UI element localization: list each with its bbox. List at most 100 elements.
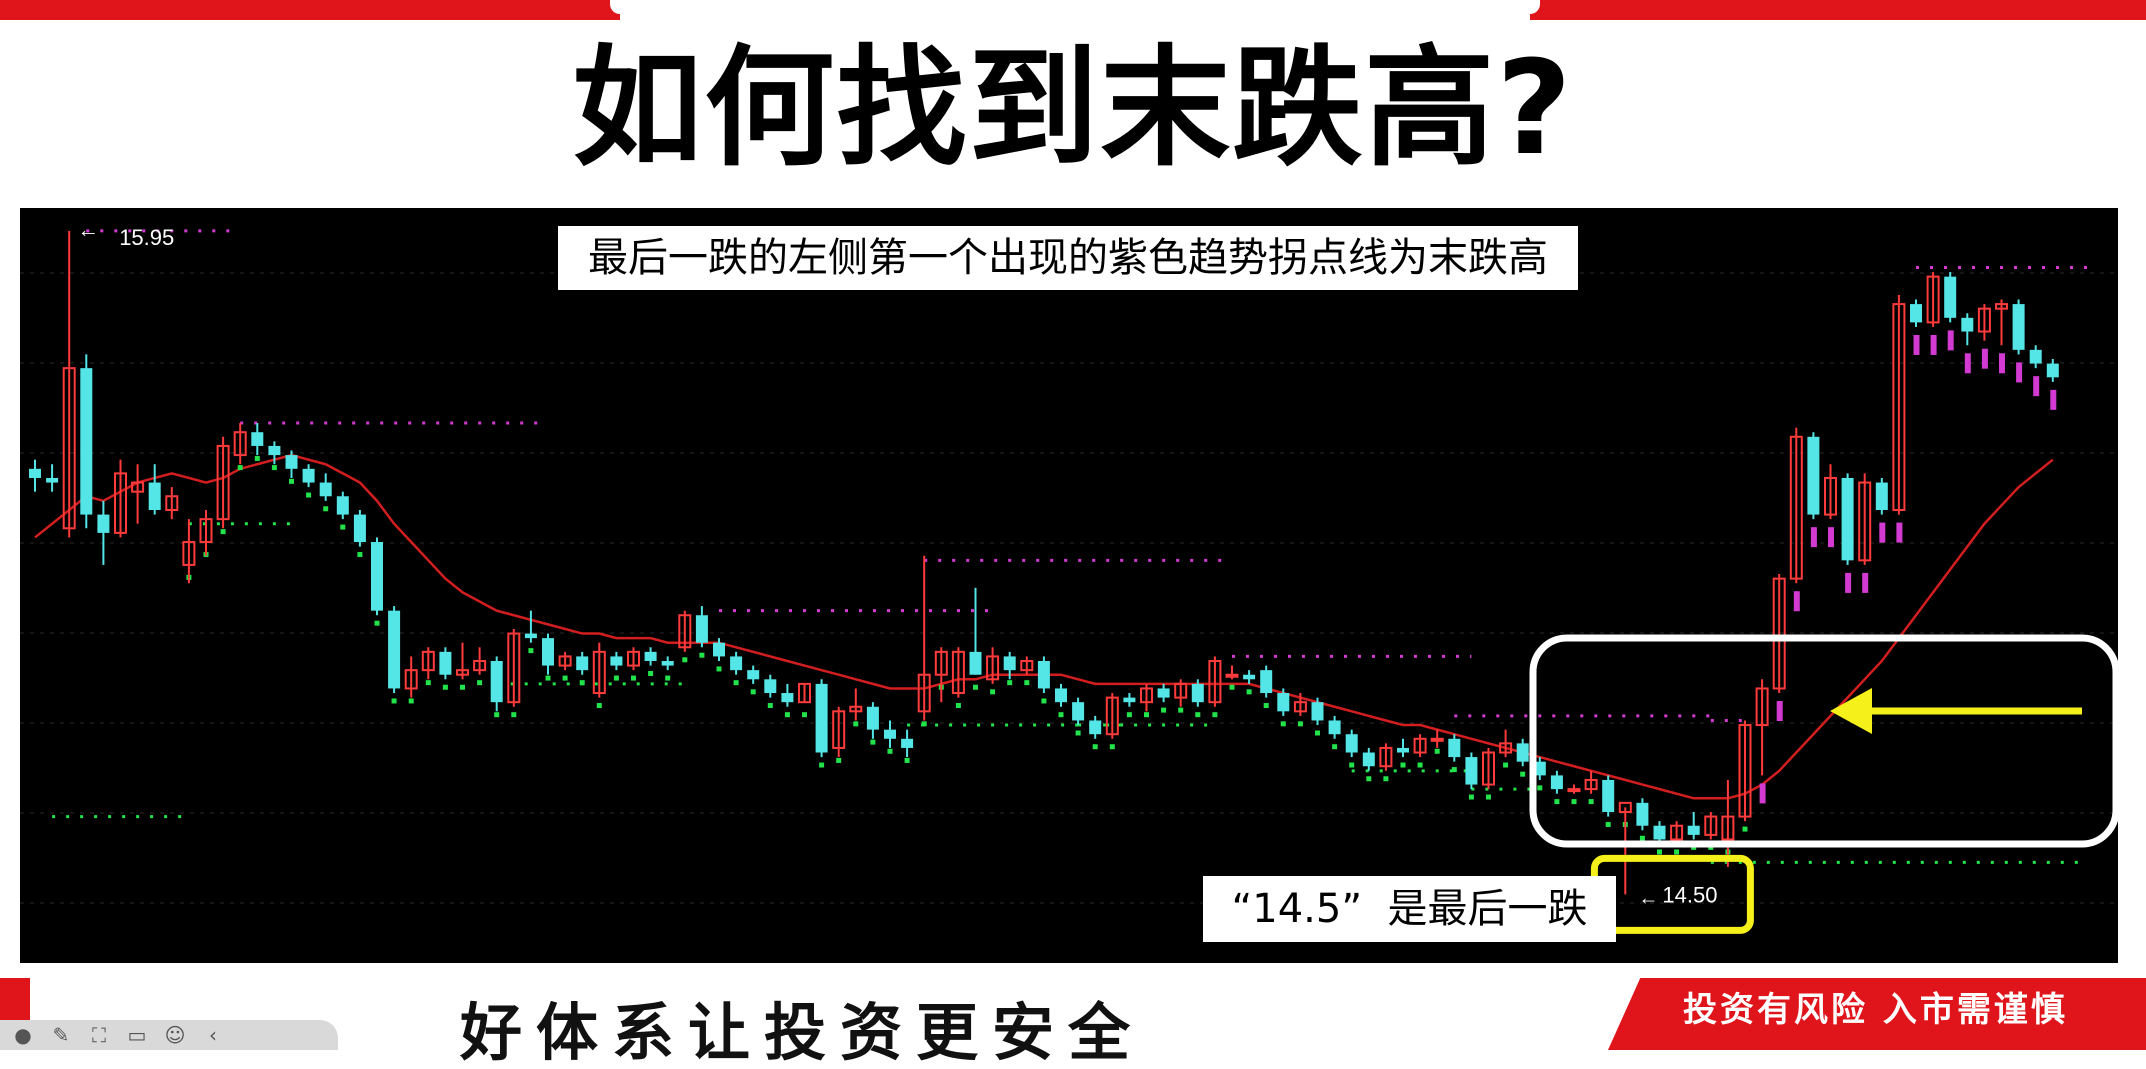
candle-body-up (1482, 751, 1495, 786)
trend-dot (1315, 730, 1320, 736)
candle-body-down (1533, 761, 1546, 776)
play-icon[interactable]: ● (14, 1023, 32, 1047)
trend-dot (1468, 794, 1474, 800)
trend-dot (374, 620, 380, 626)
trend-dot (1947, 330, 1954, 351)
candle-body-down (1089, 720, 1102, 735)
trend-dot (562, 675, 568, 681)
candle-body-down (1875, 482, 1888, 510)
trend-dot (2050, 389, 2057, 410)
price-high-arrow: ← (77, 217, 99, 242)
trend-dot (648, 671, 654, 676)
trend-dot (631, 675, 636, 681)
candle-body-down (439, 651, 452, 675)
candle-body-down (1260, 670, 1273, 694)
candle-body-down (1157, 688, 1170, 698)
candle-body-up (1721, 815, 1735, 841)
trend-dot (699, 652, 705, 658)
candle-body-up (1293, 701, 1307, 713)
candle-body-down (46, 477, 59, 483)
candle-body-up (951, 650, 965, 695)
trend-dot (1742, 826, 1748, 832)
trend-dot (289, 478, 294, 484)
trend-dot (1759, 783, 1766, 804)
trend-dot (1417, 762, 1423, 768)
candle-body-down (764, 679, 777, 694)
candle-body-up (507, 632, 521, 704)
trend-dot (579, 680, 585, 686)
video-player-controls: ● ✎ ⛶ ▭ ☺ ‹ (0, 1020, 338, 1050)
candle-body-down (730, 656, 743, 671)
candle-body-up (627, 650, 640, 667)
candle-body-down (251, 432, 264, 446)
candle-body-down (148, 482, 161, 510)
candle-body-down (1636, 802, 1649, 826)
trend-dot (1537, 785, 1543, 791)
trend-dot (1930, 334, 1937, 355)
candle-body-up (678, 614, 692, 649)
trend-dot (1520, 771, 1526, 777)
candle-body-up (114, 472, 127, 534)
trend-dot (1195, 712, 1201, 718)
trend-dot (1879, 522, 1886, 543)
trend-dot (1075, 730, 1081, 736)
trend-dot (1776, 701, 1783, 722)
trend-dot (1588, 799, 1594, 805)
trend-dot (2033, 376, 2040, 397)
trend-dot (1503, 762, 1509, 768)
candle-body-up (1926, 275, 1940, 324)
trend-dot (528, 648, 534, 654)
last-drop-highlight-box (1529, 634, 2118, 848)
trend-dot (750, 689, 756, 695)
candle-body-up (182, 541, 196, 566)
candle-body-down (29, 468, 41, 478)
trend-dot (408, 698, 414, 704)
trend-dot (1161, 707, 1167, 713)
pen-icon[interactable]: ✎ (52, 1023, 70, 1047)
candle-body-down (1516, 743, 1529, 762)
trend-dot (442, 684, 448, 690)
candle-body-up (1755, 687, 1769, 727)
trend-dot (1332, 744, 1338, 750)
trend-dot (1674, 849, 1680, 855)
trend-dot (784, 712, 790, 718)
last-drop-note: “14.5” 是最后一跌 (1203, 876, 1616, 942)
price-high-label: 15.95 (119, 225, 174, 250)
candle-body-up (986, 655, 1000, 681)
candle-body-down (1003, 656, 1016, 671)
candle-body-down (747, 670, 760, 680)
fullscreen-icon[interactable]: ⛶ (92, 1023, 106, 1047)
candle-body-up (199, 518, 213, 544)
candle-body-down (695, 615, 708, 643)
candle-body-up (1499, 742, 1513, 754)
trend-dot (477, 680, 483, 686)
candle-body-up (1618, 801, 1632, 814)
candle-body-up (1670, 824, 1684, 841)
back-icon[interactable]: ‹ (209, 1023, 217, 1047)
trend-dot (1657, 849, 1662, 855)
candle-body-down (1807, 436, 1820, 515)
risk-notice-text: 投资有风险 入市需谨慎 (1683, 990, 2068, 1030)
candle-body-down (1602, 779, 1615, 812)
candle-body-down (1277, 693, 1290, 712)
trend-dot (1964, 353, 1971, 374)
candle-body-up (1413, 737, 1427, 754)
chat-icon[interactable]: ▭ (127, 1023, 147, 1047)
candle-body-up (1379, 746, 1393, 768)
candle-body-down (490, 661, 503, 703)
trend-dot (340, 524, 346, 530)
trend-dot (425, 680, 431, 686)
candle-body-down (285, 455, 298, 469)
trend-dot (1007, 680, 1013, 686)
candle-body-down (1072, 702, 1085, 721)
candle-body-down (781, 693, 794, 703)
candle-body-down (610, 656, 623, 666)
emoji-icon[interactable]: ☺ (164, 1023, 186, 1047)
trend-dot (1571, 799, 1577, 805)
candle-body-down (1550, 775, 1563, 790)
trend-dot (1434, 748, 1440, 754)
trend-dot (220, 529, 226, 535)
trend-dot (1041, 698, 1047, 704)
candle-body-up (1977, 307, 1991, 333)
candle-body-up (1105, 696, 1119, 736)
